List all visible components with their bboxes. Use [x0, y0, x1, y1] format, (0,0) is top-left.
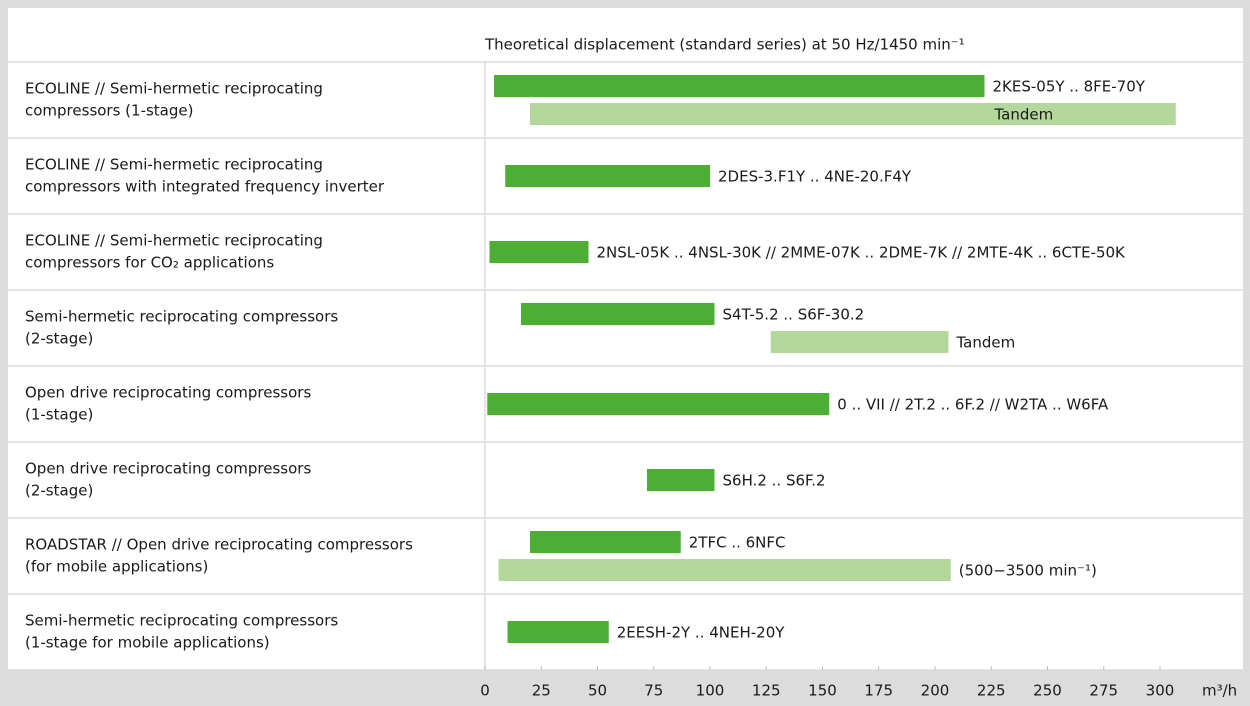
range-bar: [521, 303, 715, 325]
bar-label: 2DES-3.F1Y .. 4NE-20.F4Y: [718, 168, 912, 186]
category-label: (1-stage): [25, 406, 93, 424]
x-tick-label: 100: [696, 682, 725, 700]
x-tick-label: 225: [977, 682, 1006, 700]
category-label: ECOLINE // Semi-hermetic reciprocating: [25, 156, 323, 174]
x-tick-label: 175: [864, 682, 893, 700]
bar-label: 0 .. VII // 2T.2 .. 6F.2 // W2TA .. W6FA: [837, 396, 1109, 414]
bar-label: Tandem: [956, 334, 1016, 352]
x-tick-label: 250: [1033, 682, 1062, 700]
range-bar: [487, 393, 830, 415]
range-bar: [505, 165, 710, 187]
x-tick-label: 125: [752, 682, 781, 700]
range-bar: [489, 241, 589, 263]
bar-label: 2KES-05Y .. 8FE-70Y: [993, 78, 1146, 96]
category-label: compressors (1-stage): [25, 102, 193, 120]
range-bar: [507, 621, 609, 643]
category-label: Open drive reciprocating compressors: [25, 460, 311, 478]
range-bar: [530, 103, 1176, 125]
category-label: (2-stage): [25, 482, 93, 500]
x-tick-label: 200: [921, 682, 950, 700]
bar-label: 2TFC .. 6NFC: [689, 534, 786, 552]
x-tick-label: 150: [808, 682, 837, 700]
chart-title: Theoretical displacement (standard serie…: [484, 36, 965, 54]
category-label: ROADSTAR // Open drive reciprocating com…: [25, 536, 413, 554]
category-label: compressors for CO₂ applications: [25, 254, 274, 272]
category-label: (2-stage): [25, 330, 93, 348]
category-label: (for mobile applications): [25, 558, 208, 576]
category-label: ECOLINE // Semi-hermetic reciprocating: [25, 232, 323, 250]
bar-label: S6H.2 .. S6F.2: [723, 472, 826, 490]
bar-label: S4T-5.2 .. S6F-30.2: [723, 306, 865, 324]
range-bar: [530, 531, 681, 553]
range-bar: [770, 331, 949, 353]
range-bar: [647, 469, 715, 491]
category-label: Open drive reciprocating compressors: [25, 384, 311, 402]
category-label: (1-stage for mobile applications): [25, 634, 270, 652]
x-tick-label: 300: [1146, 682, 1175, 700]
category-label: ECOLINE // Semi-hermetic reciprocating: [25, 80, 323, 98]
bar-label: 2EESH-2Y .. 4NEH-20Y: [617, 624, 786, 642]
x-tick-label: 50: [588, 682, 607, 700]
x-unit: m³/h: [1202, 682, 1237, 700]
category-label: Semi-hermetic reciprocating compressors: [25, 612, 338, 630]
bar-label: 2NSL-05K .. 4NSL-30K // 2MME-07K .. 2DME…: [597, 244, 1127, 262]
range-bar: [498, 559, 951, 581]
category-label: Semi-hermetic reciprocating compressors: [25, 308, 338, 326]
x-tick-label: 75: [644, 682, 663, 700]
x-tick-label: 25: [532, 682, 551, 700]
range-bar: [494, 75, 985, 97]
x-tick-label: 275: [1089, 682, 1118, 700]
bar-label: (500−3500 min⁻¹): [959, 562, 1097, 580]
category-label: compressors with integrated frequency in…: [25, 178, 385, 196]
bar-label: Tandem: [994, 106, 1054, 124]
x-tick-label: 0: [480, 682, 490, 700]
